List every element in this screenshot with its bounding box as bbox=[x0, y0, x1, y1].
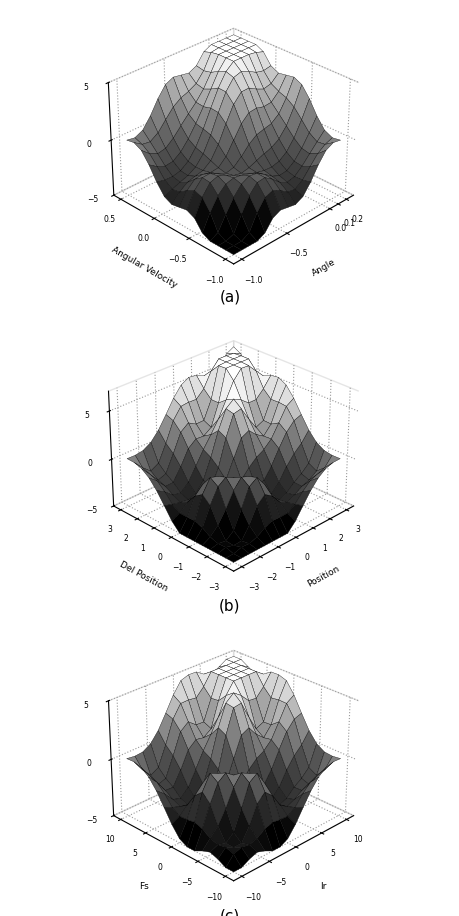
X-axis label: Position: Position bbox=[305, 564, 341, 589]
Text: (a): (a) bbox=[219, 289, 240, 304]
Text: (b): (b) bbox=[219, 599, 240, 614]
Y-axis label: Del Position: Del Position bbox=[118, 560, 169, 593]
Text: (c): (c) bbox=[219, 909, 240, 916]
Y-axis label: Angular Velocity: Angular Velocity bbox=[109, 245, 178, 289]
Y-axis label: Fs: Fs bbox=[139, 881, 148, 890]
X-axis label: Ir: Ir bbox=[320, 881, 326, 890]
X-axis label: Angle: Angle bbox=[309, 257, 336, 278]
